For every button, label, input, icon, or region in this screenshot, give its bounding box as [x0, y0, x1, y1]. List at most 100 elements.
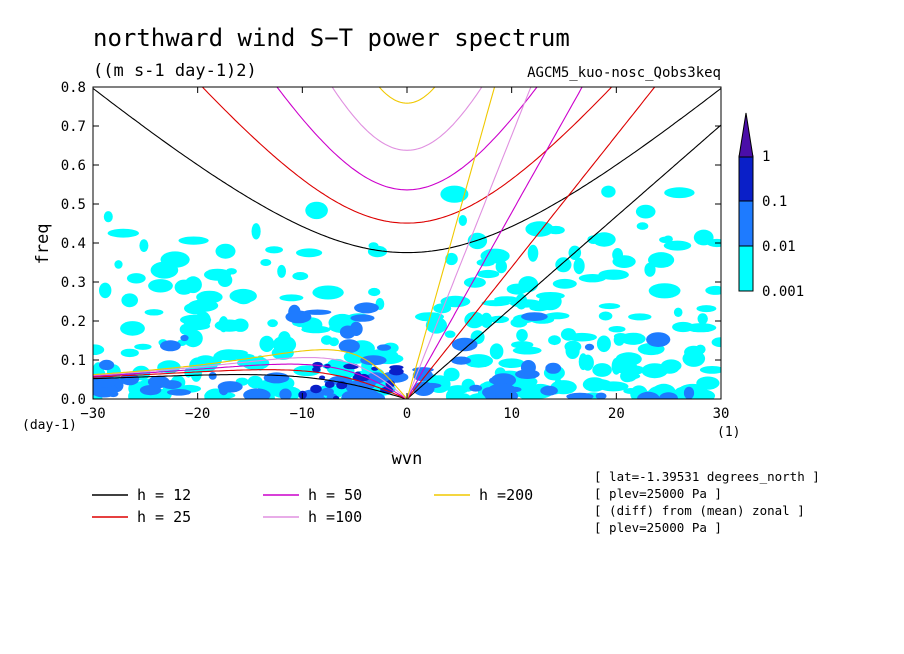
field-cell-low	[134, 343, 152, 350]
field-cell-low	[628, 313, 652, 321]
colorbar-segment	[738, 155, 754, 202]
x-tick-label: −30	[80, 406, 105, 422]
field-cell-low	[251, 223, 261, 240]
field-cell-low	[506, 283, 528, 295]
field-cell-low	[566, 332, 597, 342]
field-cell-low	[626, 366, 643, 376]
colorbar-extend-triangle	[738, 112, 754, 158]
field-cell-mid	[488, 383, 516, 395]
field-cell-low	[612, 248, 623, 262]
field-cell-mid	[566, 392, 594, 399]
field-cell-high	[389, 365, 404, 370]
field-cell-mid	[99, 359, 115, 371]
curve-rossby-h50	[93, 363, 408, 399]
field-cell-low	[204, 268, 231, 281]
field-cell-mid	[421, 382, 442, 389]
field-cell-high	[324, 381, 335, 388]
y-unit-label: (day-1)	[22, 418, 77, 433]
field-cell-low	[495, 259, 507, 274]
field-cell-low	[601, 185, 616, 198]
field-cell-low	[529, 304, 550, 312]
field-cell-low	[445, 252, 458, 266]
field-cell-mid	[451, 337, 478, 352]
curve-inertia-gravity-h100	[331, 87, 483, 151]
field-cell-low	[527, 244, 539, 262]
field-cell-low	[660, 359, 682, 373]
field-cell-low	[325, 287, 341, 297]
field-cell-mid	[147, 375, 170, 389]
x-tick-label: 0	[403, 406, 411, 422]
field-cell-low	[616, 355, 627, 368]
field-cell-low	[699, 366, 721, 374]
field-cell-mid	[285, 310, 312, 324]
colorbar-label: 0.01	[762, 239, 796, 255]
field-cell-mid	[321, 387, 334, 396]
field-cell-low	[598, 311, 613, 321]
field-cell-low	[235, 294, 252, 305]
run-label: AGCM5_kuo-nosc_Qobs3keq	[527, 65, 721, 81]
curve-inertia-gravity-h25	[201, 87, 613, 224]
field-cell-low	[598, 303, 621, 310]
x-axis: −30 −20 −10 0 10 20 30	[80, 87, 729, 422]
field-cell-high	[389, 367, 404, 376]
field-cell-low	[548, 335, 561, 346]
field-cell-mid	[279, 388, 292, 399]
field-cell-low	[99, 282, 112, 299]
field-cell-mid	[338, 339, 360, 353]
field-cell-low	[498, 358, 525, 369]
field-cell-low	[552, 278, 577, 289]
field-cell-mid	[366, 372, 386, 384]
colorbar-label: 0.001	[762, 284, 804, 300]
field-cell-high	[312, 366, 321, 373]
y-tick-label: 0.3	[61, 275, 86, 291]
field-cell-low	[215, 243, 236, 259]
field-cell-low	[265, 246, 283, 254]
field-cell-high	[333, 395, 340, 399]
field-cell-mid	[303, 309, 332, 315]
colorbar-segment	[738, 245, 754, 292]
y-tick-label: 0.7	[61, 119, 86, 135]
field-cell-low	[120, 321, 145, 336]
field-cell-mid	[451, 356, 471, 365]
field-cell-low	[328, 337, 339, 347]
field-cell-low	[644, 262, 656, 277]
curve-rossby-h200	[93, 349, 408, 399]
field-cell-low	[440, 295, 471, 308]
field-cell-low	[368, 287, 381, 297]
colorbar-label: 1	[762, 149, 770, 165]
field-cell-mid	[208, 372, 217, 380]
field-cell-low	[440, 185, 469, 203]
field-cell-low	[635, 204, 656, 219]
curve-rossby-h100	[93, 356, 408, 399]
field-cell-low	[578, 353, 588, 371]
field-cell-low	[555, 257, 572, 273]
x-tick-label: −10	[290, 406, 315, 422]
field-cell-low	[190, 363, 202, 382]
legend: h = 12 h = 25 h = 50 h =100 h =200	[92, 486, 533, 526]
field-cell-low	[144, 309, 164, 316]
y-tick-label: 0.2	[61, 314, 86, 330]
field-cell-low	[608, 326, 626, 333]
field-cell-mid	[540, 385, 558, 396]
field-cell-low	[664, 187, 695, 199]
field-cell-low	[489, 343, 504, 360]
field-cell-low	[489, 315, 509, 324]
field-cell-low	[468, 356, 493, 366]
curve-rossby-h12	[93, 374, 408, 399]
field-cell-mid	[341, 390, 361, 399]
field-cell-mid	[637, 391, 660, 399]
field-cell-low	[525, 221, 554, 237]
field-cell-mid	[160, 340, 181, 352]
colorbar-label: 0.1	[762, 194, 787, 210]
field-cell-low	[247, 375, 263, 389]
field-cell-low	[120, 348, 139, 358]
legend-label: h = 50	[308, 486, 362, 504]
power-field	[93, 185, 721, 399]
field-cell-low	[696, 376, 720, 390]
field-cell-mid	[380, 371, 409, 383]
field-cell-mid	[363, 392, 386, 399]
field-cell-low	[648, 252, 675, 268]
field-cell-mid	[683, 386, 695, 399]
chart-title: northward wind S−T power spectrum	[93, 24, 570, 52]
field-cell-low	[444, 330, 456, 338]
